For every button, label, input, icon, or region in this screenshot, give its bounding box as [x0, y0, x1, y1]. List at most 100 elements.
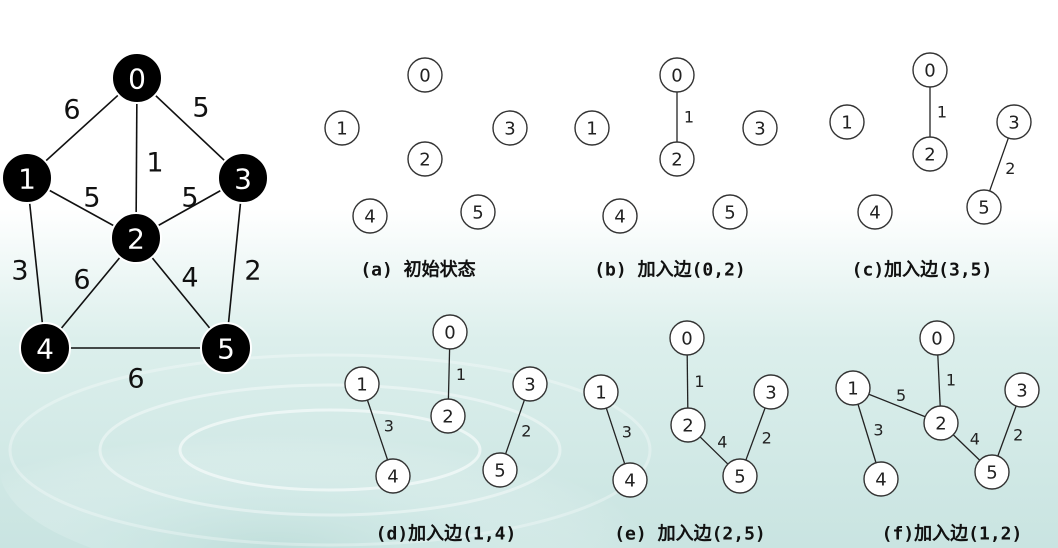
step-node-0: 0: [912, 52, 948, 88]
step-node-label: 3: [504, 119, 515, 140]
step-node-circle: [722, 458, 758, 494]
edge-weight-0-2: 1: [146, 148, 163, 179]
main-node-label: 5: [217, 333, 235, 366]
step-node-label: 4: [364, 207, 375, 228]
step-node-circle: [712, 194, 748, 230]
main-node-3: 3: [217, 152, 269, 204]
step-node-label: 4: [624, 471, 635, 492]
step-edge-weight: 4: [717, 432, 727, 451]
step-node-label: 2: [442, 407, 453, 428]
main-node-circle: [1, 152, 53, 204]
step-node-circle: [430, 398, 466, 434]
step-node-5: 5: [460, 194, 496, 230]
edge-3-5: [225, 177, 244, 349]
step-node-circle: [407, 57, 443, 93]
step-node-circle: [602, 198, 638, 234]
step-node-0: 0: [669, 320, 705, 356]
step-edge-weight: 1: [937, 103, 947, 122]
step-caption-d: (d)加入边(1,4): [376, 524, 517, 545]
step-node-label: 2: [671, 150, 682, 171]
step-edge-3-5: [745, 407, 766, 461]
step-node-label: 0: [419, 66, 430, 87]
step-node-5: 5: [712, 194, 748, 230]
step-node-3: 3: [492, 110, 528, 146]
step-edges: 12: [929, 87, 1015, 192]
step-caption-e: (e) 加入边(2,5): [614, 524, 766, 545]
step-node-label: 5: [472, 203, 483, 224]
step-edge-weight: 5: [896, 386, 906, 405]
main-node-label: 4: [36, 333, 54, 366]
step-edge-weight: 3: [384, 417, 394, 436]
step-edge-weight: 3: [622, 423, 632, 442]
step-node-circle: [742, 110, 778, 146]
step-node-2: 2: [430, 398, 466, 434]
step-node-5: 5: [974, 454, 1010, 490]
step-edge-0-2: [937, 354, 941, 407]
step-node-circle: [923, 405, 959, 441]
step-node-4: 4: [863, 461, 899, 497]
main-node-label: 0: [128, 63, 146, 96]
step-edge-weight: 1: [684, 108, 694, 127]
step-node-label: 5: [986, 463, 997, 484]
step-node-3: 3: [512, 366, 548, 402]
step-node-2: 2: [670, 407, 706, 443]
step-node-label: 4: [387, 467, 398, 488]
step-edge-weight: 2: [521, 421, 531, 440]
edge-weight-0-3: 5: [192, 93, 209, 124]
step-node-1: 1: [829, 104, 865, 140]
step-node-2: 2: [659, 141, 695, 177]
main-node-circle: [111, 52, 163, 104]
main-node-label: 3: [234, 163, 252, 196]
step-edges: 1 2 3 4: [605, 354, 772, 465]
main-node-0: 0: [111, 52, 163, 104]
main-node-circle: [217, 152, 269, 204]
main-node-circle: [110, 212, 162, 264]
step-node-circle: [352, 198, 388, 234]
step-node-circle: [612, 462, 648, 498]
step-caption-f: (f)加入边(1,2): [882, 524, 1023, 545]
step-node-3: 3: [753, 374, 789, 410]
step-node-circle: [829, 104, 865, 140]
step-edge-0-2: [447, 348, 451, 400]
step-node-circle: [583, 374, 619, 410]
step-node-circle: [670, 407, 706, 443]
step-node-1: 1: [344, 366, 380, 402]
step-node-circle: [659, 57, 695, 93]
edge-1-4: [26, 177, 46, 349]
edge-weight-2-5: 4: [181, 263, 198, 294]
step-node-circle: [974, 454, 1010, 490]
step-edge-1-2: [868, 393, 926, 418]
step-edge-3-5: [997, 405, 1017, 457]
step-edge-weight: 2: [1005, 159, 1015, 178]
edge-weight-0-1: 6: [63, 95, 80, 126]
main-node-circle: [19, 322, 71, 374]
step-node-1: 1: [574, 110, 610, 146]
step-node-circle: [863, 461, 899, 497]
step-edges: 1: [676, 92, 694, 142]
step-edge-weight: 1: [456, 365, 466, 384]
step-node-3: 3: [742, 110, 778, 146]
main-node-2: 2: [110, 212, 162, 264]
step-node-circle: [482, 452, 518, 488]
main-node-5: 5: [200, 322, 252, 374]
step-node-4: 4: [612, 462, 648, 498]
step-node-label: 2: [924, 145, 935, 166]
step-node-circle: [460, 194, 496, 230]
step-caption-c: (c)加入边(3,5): [852, 260, 993, 281]
step-node-circle: [344, 366, 380, 402]
step-node-circle: [966, 189, 1002, 225]
step-edge-3-5: [989, 137, 1009, 192]
step-node-circle: [407, 141, 443, 177]
step-node-label: 0: [671, 66, 682, 87]
step-node-label: 1: [586, 119, 597, 140]
step-node-label: 1: [336, 119, 347, 140]
